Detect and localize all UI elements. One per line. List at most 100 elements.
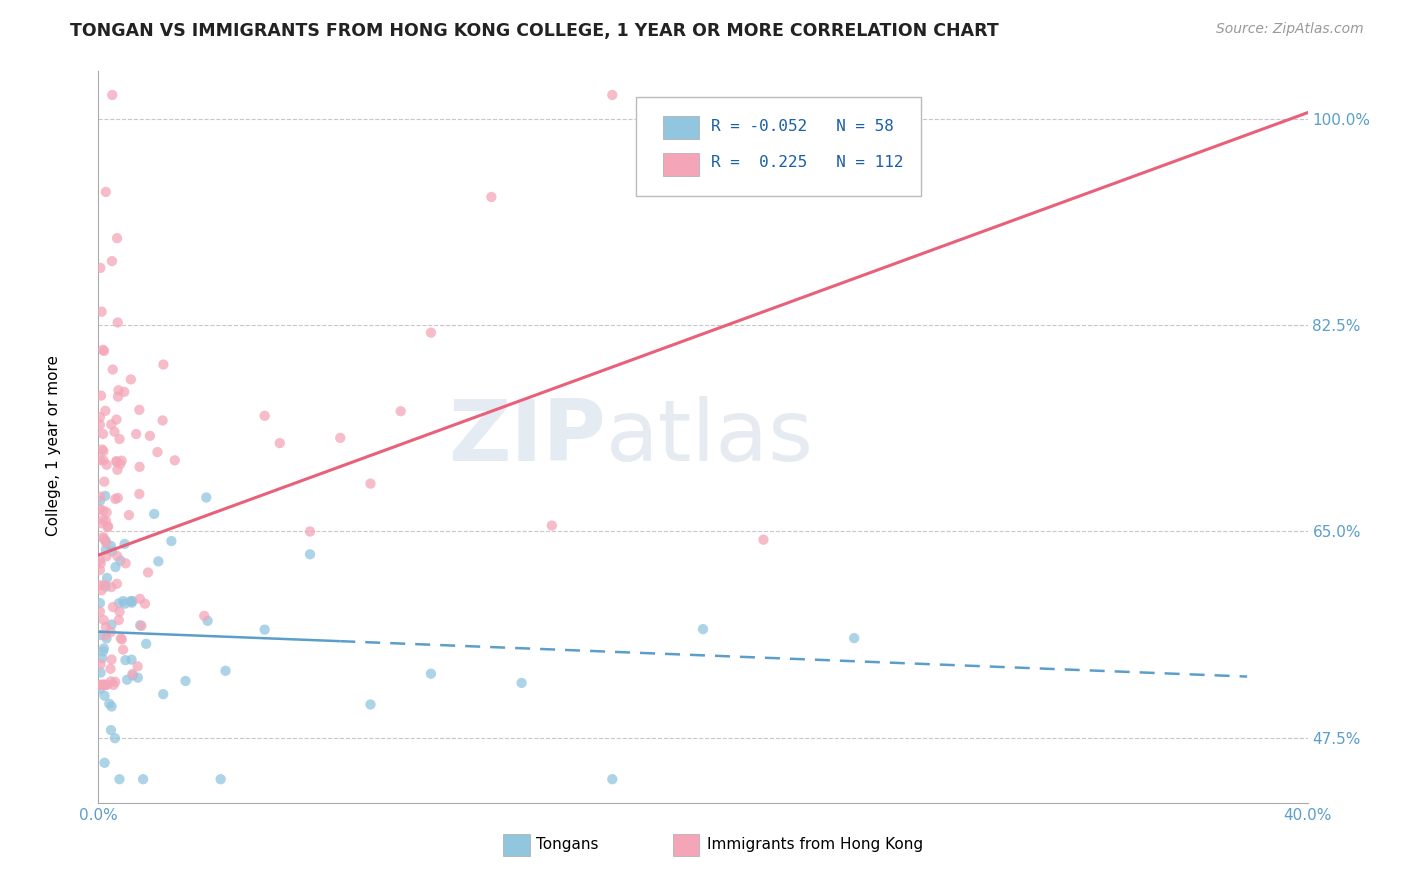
Point [90, 583, 112, 598]
Text: Immigrants from Hong Kong: Immigrants from Hong Kong [707, 837, 922, 852]
Point [253, 623, 276, 637]
Point [111, 632, 134, 647]
Point [90, 665, 112, 680]
Point [152, 358, 174, 372]
Point [115, 673, 138, 687]
Text: R =  0.225   N = 112: R = 0.225 N = 112 [711, 155, 904, 170]
Point [89, 494, 111, 508]
Point [360, 476, 382, 491]
FancyBboxPatch shape [503, 834, 530, 856]
Point [105, 549, 128, 563]
Point [94, 678, 117, 692]
Point [104, 560, 127, 574]
FancyBboxPatch shape [664, 116, 699, 139]
Point [127, 659, 149, 673]
Point [108, 432, 131, 446]
Point [93, 689, 115, 703]
Point [127, 671, 149, 685]
Point [94, 533, 117, 548]
Point [121, 594, 143, 608]
Point [420, 666, 443, 681]
Point [89, 596, 111, 610]
Point [93, 444, 115, 458]
Text: R = -0.052   N = 58: R = -0.052 N = 58 [711, 119, 894, 134]
Point [91, 678, 114, 692]
Point [89, 678, 111, 692]
Point [105, 412, 128, 426]
Point [136, 566, 159, 580]
Point [100, 539, 122, 553]
Point [160, 534, 183, 549]
Point [107, 613, 129, 627]
Point [93, 613, 115, 627]
Point [100, 662, 122, 676]
Point [329, 431, 352, 445]
Text: atlas: atlas [606, 395, 814, 479]
Point [112, 594, 135, 608]
Text: College, 1 year or more: College, 1 year or more [46, 356, 60, 536]
Point [91, 343, 114, 357]
Point [112, 642, 135, 657]
Point [121, 667, 143, 681]
Point [105, 454, 128, 468]
Point [94, 536, 117, 550]
Point [105, 576, 128, 591]
Point [96, 458, 118, 472]
Point [129, 618, 152, 632]
Point [100, 723, 122, 738]
Point [104, 674, 127, 689]
Point [89, 605, 111, 619]
Point [510, 676, 533, 690]
Point [89, 563, 111, 577]
Point [214, 664, 236, 678]
Point [101, 87, 124, 102]
Point [100, 617, 122, 632]
Point [94, 404, 117, 418]
Point [96, 678, 118, 692]
Point [91, 442, 114, 457]
Point [100, 580, 122, 594]
Point [112, 384, 135, 399]
Point [134, 597, 156, 611]
Point [104, 731, 127, 746]
Point [94, 620, 117, 634]
Text: ZIP: ZIP [449, 395, 606, 479]
FancyBboxPatch shape [672, 834, 699, 856]
Point [100, 417, 122, 432]
Point [602, 87, 624, 102]
Point [90, 557, 112, 571]
Point [128, 459, 150, 474]
Point [108, 596, 131, 610]
Point [89, 681, 111, 696]
Point [104, 491, 127, 506]
Point [299, 547, 322, 561]
Point [101, 254, 124, 268]
Point [93, 532, 115, 546]
Point [91, 426, 114, 441]
Point [131, 619, 153, 633]
Point [100, 625, 122, 640]
Point [89, 410, 111, 425]
Point [90, 657, 112, 672]
FancyBboxPatch shape [664, 153, 699, 176]
Point [93, 475, 115, 489]
Point [93, 756, 115, 770]
Point [107, 316, 129, 330]
Point [101, 362, 124, 376]
Point [101, 600, 124, 615]
Point [163, 453, 186, 467]
Point [195, 491, 218, 505]
Point [752, 533, 775, 547]
Point [253, 409, 276, 423]
Point [94, 542, 117, 557]
Point [360, 698, 382, 712]
Point [111, 454, 134, 468]
Point [90, 678, 112, 692]
Point [602, 772, 624, 787]
Point [110, 457, 132, 471]
Point [269, 436, 291, 450]
Point [540, 518, 562, 533]
Point [114, 557, 136, 571]
Point [105, 231, 128, 245]
Point [121, 596, 143, 610]
